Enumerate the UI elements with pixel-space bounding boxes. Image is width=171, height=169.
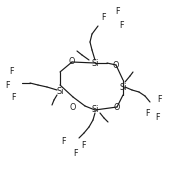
Text: F: F	[61, 138, 65, 147]
Text: Si: Si	[91, 58, 99, 67]
Text: F: F	[146, 108, 150, 117]
Text: Si: Si	[91, 105, 99, 115]
Text: F: F	[120, 21, 124, 30]
Text: O: O	[70, 103, 76, 112]
Text: F: F	[12, 93, 16, 103]
Text: F: F	[82, 140, 86, 150]
Text: F: F	[73, 149, 77, 158]
Text: F: F	[115, 7, 119, 17]
Text: F: F	[157, 95, 161, 104]
Text: Si: Si	[56, 88, 64, 96]
Text: Si: Si	[119, 83, 127, 92]
Text: F: F	[5, 80, 9, 90]
Text: F: F	[155, 113, 159, 122]
Text: O: O	[113, 61, 119, 69]
Text: F: F	[101, 13, 105, 21]
Text: O: O	[69, 57, 75, 66]
Text: O: O	[114, 103, 120, 112]
Text: F: F	[10, 66, 14, 76]
